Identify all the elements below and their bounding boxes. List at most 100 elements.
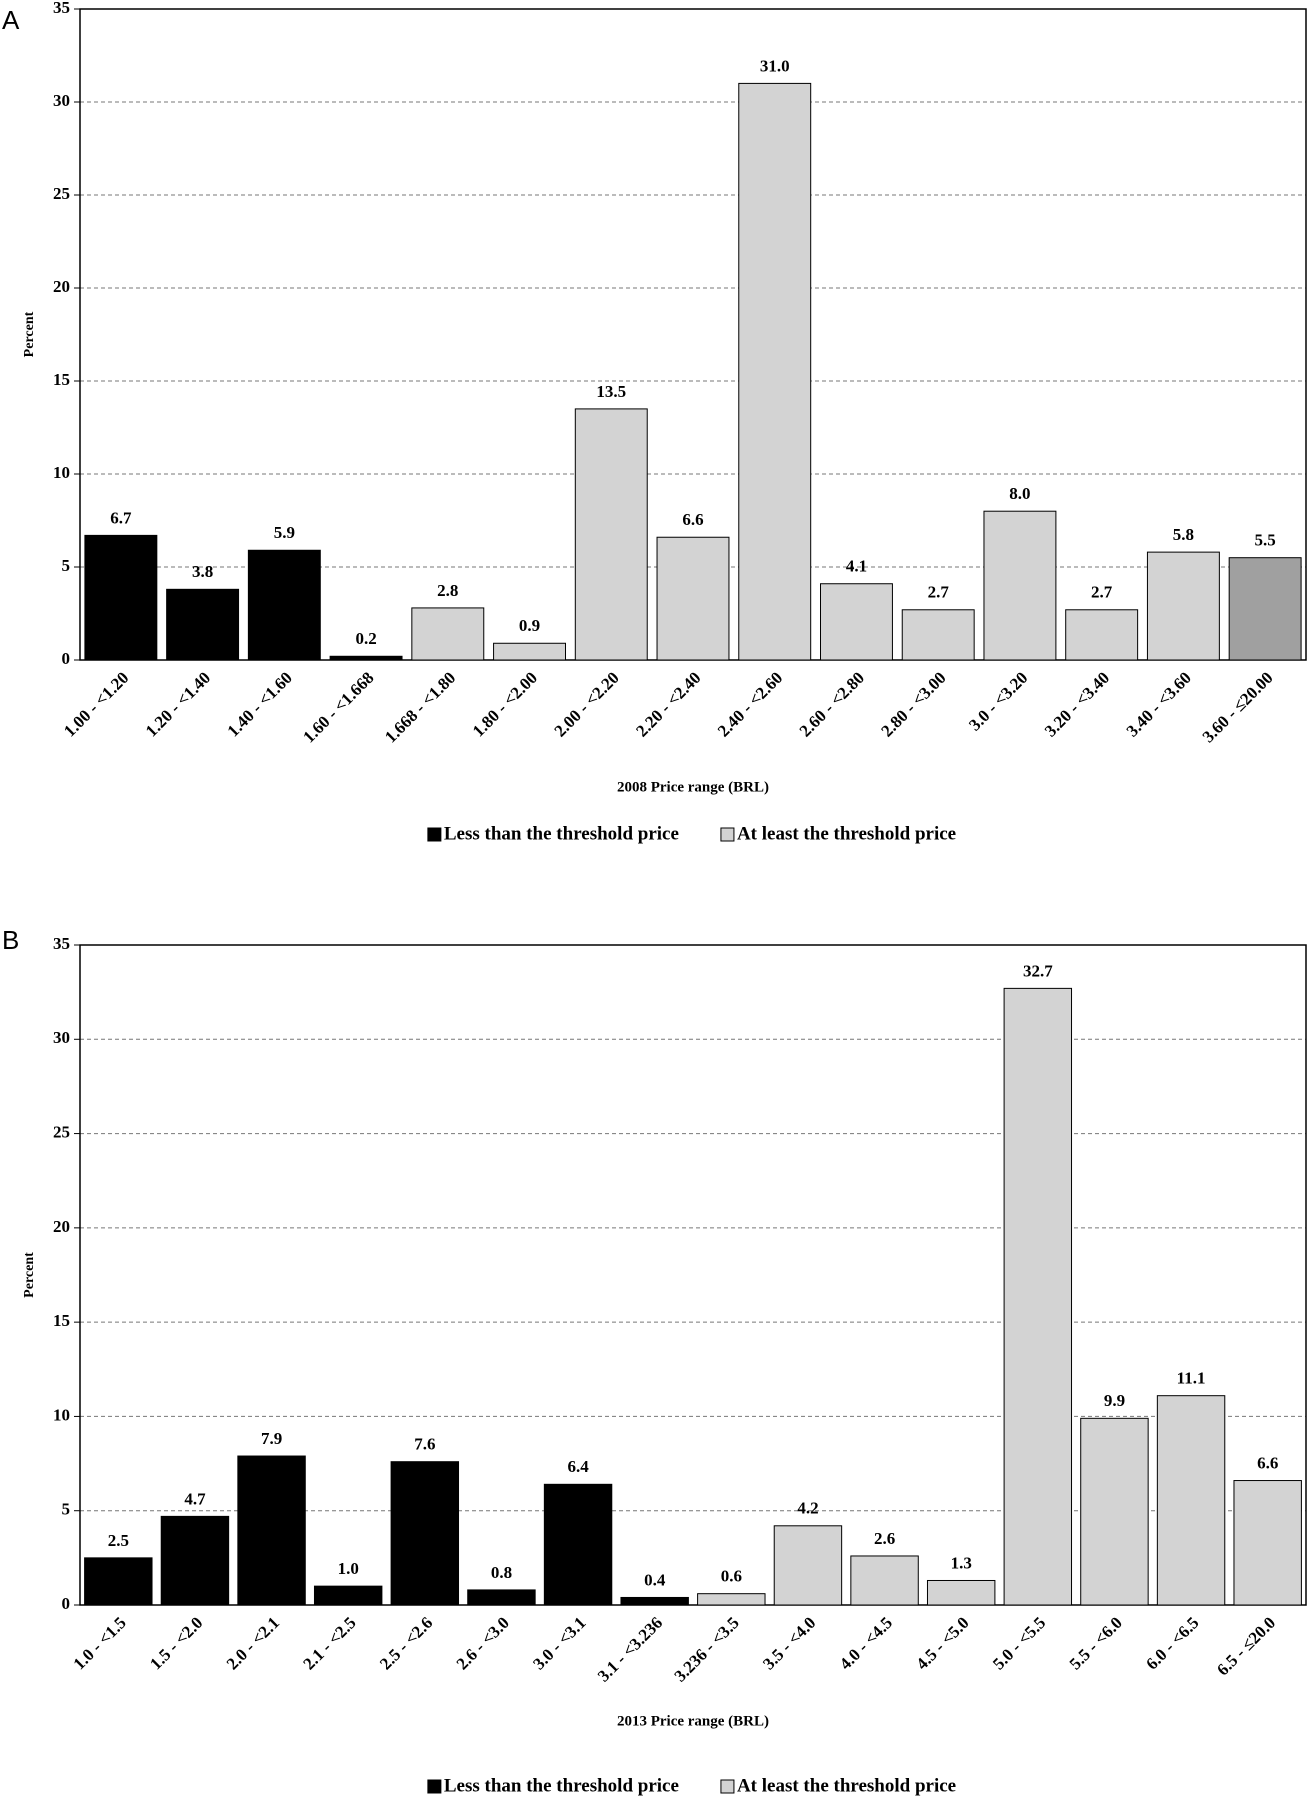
x-tick-label: 3.60 - ≤20.00 [1199, 668, 1277, 746]
value-label: 1.0 [338, 1559, 359, 1578]
x-tick-label: 3.5 - <4.0 [759, 1613, 819, 1673]
x-tick-label: 2.00 - <2.20 [550, 668, 622, 740]
bar [1080, 1417, 1149, 1606]
value-label: 5.5 [1255, 531, 1276, 550]
value-label: 2.8 [437, 581, 458, 600]
x-tick-label: 1.5 - <2.0 [146, 1613, 206, 1673]
y-tick-label: 10 [53, 1405, 70, 1424]
x-tick-label: 1.0 - <1.5 [70, 1613, 130, 1673]
value-label: 5.8 [1173, 525, 1194, 544]
legend: Less than the threshold price At least th… [427, 1775, 956, 1796]
value-label: 4.2 [797, 1499, 818, 1518]
bar [166, 588, 240, 661]
legend-swatch [427, 827, 442, 842]
y-tick-label: 30 [53, 1028, 70, 1047]
bar [850, 1555, 919, 1606]
x-tick-label: 3.236 - <3.5 [671, 1613, 743, 1685]
legend: Less than the threshold price At least th… [427, 823, 956, 844]
x-tick-label: 3.1 - <3.236 [594, 1613, 666, 1685]
bar [313, 1585, 383, 1606]
y-tick-label: 20 [53, 277, 70, 296]
x-tick-label: 2.20 - <2.40 [632, 668, 704, 740]
bar [773, 1525, 843, 1606]
bar [901, 609, 975, 661]
y-tick-label: 0 [62, 649, 71, 668]
x-tick-label: 2.5 - <2.6 [376, 1613, 436, 1673]
value-label: 2.5 [108, 1531, 129, 1550]
value-label: 6.6 [682, 510, 703, 529]
bar [390, 1461, 460, 1606]
value-label: 0.8 [491, 1563, 512, 1582]
bar [1146, 551, 1220, 661]
bar [329, 655, 403, 661]
value-label: 31.0 [760, 56, 790, 75]
bar [237, 1455, 306, 1606]
bar [247, 549, 321, 661]
bar [1156, 1395, 1226, 1606]
y-tick-label: 20 [53, 1217, 70, 1236]
x-tick-label: 2.0 - <2.1 [223, 1613, 283, 1673]
bar [1003, 987, 1073, 1606]
bar [926, 1579, 996, 1606]
value-label: 9.9 [1104, 1391, 1125, 1410]
value-label: 7.6 [414, 1435, 435, 1454]
x-tick-label: 3.20 - <3.40 [1041, 668, 1113, 740]
value-label: 4.1 [846, 557, 867, 576]
x-tick-label: 1.60 - <1.668 [299, 668, 377, 746]
y-axis-label: Percent [22, 311, 37, 357]
x-tick-label: 1.00 - <1.20 [60, 668, 132, 740]
value-label: 4.7 [184, 1489, 206, 1508]
x-tick-label: 2.1 - <2.5 [299, 1613, 359, 1673]
bar [738, 82, 812, 661]
y-tick-label: 5 [62, 1500, 71, 1519]
x-axis-label: 2008 Price range (BRL) [617, 779, 769, 795]
y-tick-label: 25 [53, 184, 70, 203]
value-label: 6.4 [567, 1457, 589, 1476]
value-label: 2.6 [874, 1529, 895, 1548]
x-tick-label: 2.6 - <3.0 [453, 1613, 513, 1673]
x-tick-label: 6.5 - ≤20.0 [1213, 1613, 1279, 1679]
bar [543, 1483, 613, 1606]
value-label: 2.7 [1091, 583, 1113, 602]
y-tick-label: 15 [53, 370, 70, 389]
x-tick-label: 5.5 - <6.0 [1066, 1613, 1126, 1673]
x-tick-label: 2.60 - <2.80 [796, 668, 868, 740]
value-label: 3.8 [192, 562, 213, 581]
legend-swatch [427, 1779, 442, 1794]
value-label: 6.7 [110, 508, 132, 527]
value-label: 0.6 [721, 1567, 742, 1586]
value-label: 8.0 [1009, 484, 1030, 503]
x-tick-label: 1.80 - <2.00 [469, 668, 541, 740]
x-tick-label: 6.0 - <6.5 [1142, 1613, 1202, 1673]
bar [1233, 1480, 1302, 1606]
value-label: 13.5 [596, 382, 626, 401]
y-tick-label: 35 [53, 0, 70, 17]
bar [467, 1589, 536, 1606]
y-tick-label: 25 [53, 1122, 70, 1141]
y-tick-label: 10 [53, 463, 70, 482]
bar [983, 510, 1057, 661]
panel-label: B [2, 925, 19, 955]
bar [84, 534, 158, 661]
panel-label: A [2, 5, 20, 35]
x-tick-label: 5.0 - <5.5 [989, 1613, 1049, 1673]
x-tick-label: 3.40 - <3.60 [1123, 668, 1195, 740]
bar [84, 1557, 153, 1606]
value-label: 5.9 [274, 523, 295, 542]
legend-swatch [720, 1779, 735, 1794]
x-tick-label: 4.0 - <4.5 [836, 1613, 896, 1673]
bar [411, 607, 485, 661]
legend-label: Less than the threshold price [444, 1775, 679, 1796]
y-tick-label: 30 [53, 91, 70, 110]
y-tick-label: 15 [53, 1311, 70, 1330]
value-label: 2.7 [928, 583, 950, 602]
x-tick-label: 2.80 - <3.00 [877, 668, 949, 740]
x-tick-label: 3.0 - <3.20 [965, 668, 1031, 734]
value-label: 0.9 [519, 616, 540, 635]
y-tick-label: 35 [53, 934, 70, 953]
bar [820, 583, 893, 661]
value-label: 11.1 [1177, 1369, 1206, 1388]
y-tick-label: 0 [62, 1594, 71, 1613]
y-axis-label: Percent [22, 1252, 37, 1298]
